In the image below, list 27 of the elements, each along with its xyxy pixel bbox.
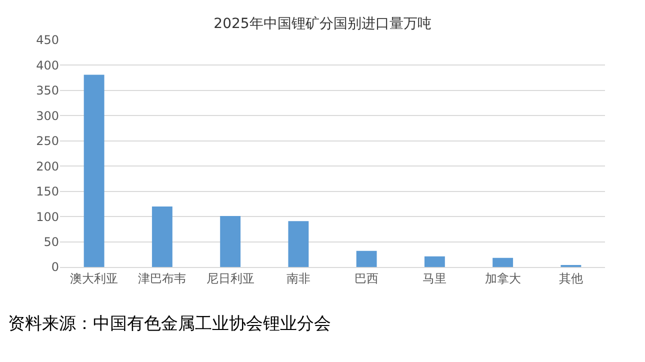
- x-tick-label: 津巴布韦: [138, 271, 186, 286]
- y-tick-label: 250: [36, 134, 59, 148]
- bar: [288, 221, 309, 267]
- x-tick-label: 尼日利亚: [206, 271, 254, 286]
- bar: [152, 206, 172, 267]
- chart-title: 2025年中国锂矿分国别进口量万吨: [214, 16, 432, 32]
- x-tick-label: 巴西: [354, 271, 379, 286]
- bar: [220, 216, 241, 267]
- y-tick-label: 200: [36, 159, 59, 174]
- y-tick-label: 50: [44, 234, 59, 249]
- bar: [492, 258, 514, 267]
- y-tick-label: 300: [36, 108, 59, 123]
- y-tick-label: 0: [51, 260, 59, 274]
- y-tick-label: 100: [36, 210, 59, 224]
- x-tick-label: 南非: [286, 271, 310, 286]
- y-tick-label: 400: [36, 58, 59, 72]
- text: 资料来源：中国有色金属工业协会锂业分会: [8, 314, 331, 334]
- y-tick-label: 150: [36, 184, 59, 199]
- x-tick-label: 澳大利亚: [70, 271, 118, 286]
- x-tick-label: 马里: [422, 271, 447, 286]
- x-tick-label: 加拿大: [484, 271, 521, 286]
- x-tick-label: 其他: [558, 271, 583, 286]
- y-tick-label: 450: [36, 33, 59, 48]
- bar: [84, 74, 104, 267]
- y-tick-label: 350: [36, 84, 59, 98]
- bar: [424, 256, 445, 267]
- bar: [356, 250, 377, 267]
